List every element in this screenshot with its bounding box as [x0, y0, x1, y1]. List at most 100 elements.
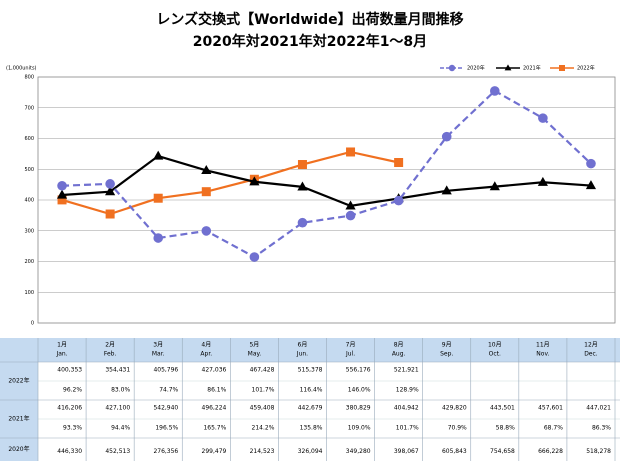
table-value: 427,036 [202, 367, 227, 374]
table-value: 354,431 [105, 367, 130, 374]
marker [345, 210, 356, 221]
table-yoy: 83.0% [111, 387, 130, 394]
y-tick-label: 500 [24, 167, 34, 173]
row-label: 2020年 [8, 445, 29, 453]
column-header: 5月 [249, 342, 259, 349]
marker [394, 158, 404, 168]
column-header: 1月 [57, 342, 67, 349]
column-header: 10月 [488, 342, 502, 349]
marker [105, 209, 115, 219]
column-header: 6月 [298, 342, 308, 349]
row-label: 2022年 [8, 377, 29, 385]
marker [586, 158, 596, 169]
table-value: 380,829 [346, 405, 371, 412]
marker [201, 226, 212, 236]
table-value: 518,278 [586, 448, 611, 455]
marker [441, 131, 452, 142]
row-label: 2021年 [8, 415, 29, 423]
table-yoy: 58.8% [496, 425, 515, 432]
marker [201, 165, 212, 175]
table-value: 398,067 [394, 448, 419, 455]
marker [297, 217, 308, 228]
marker [56, 189, 68, 199]
marker [153, 233, 164, 243]
marker [537, 176, 548, 186]
marker [297, 181, 308, 191]
table-yoy: 101.7% [252, 387, 275, 394]
table-yoy: 165.7% [203, 425, 226, 432]
column-header: 9月 [442, 342, 452, 349]
table-value: 467,428 [250, 367, 275, 374]
table-value: 416,206 [57, 405, 82, 412]
table-value: 556,176 [346, 367, 371, 374]
column-header-en: May. [248, 351, 262, 358]
legend-label: 2022年 [577, 65, 595, 72]
table-header-bg [0, 338, 620, 362]
table-yoy: 101.7% [396, 425, 419, 432]
table-yoy: 86.3% [592, 425, 611, 432]
column-header-en: Sep. [440, 351, 453, 358]
table-value: 404,942 [394, 405, 419, 412]
series-line [61, 154, 592, 208]
marker [538, 113, 548, 123]
table-value: 452,513 [105, 448, 130, 455]
column-header-en: Jul. [345, 351, 355, 358]
y-tick-label: 200 [24, 259, 34, 265]
marker [153, 193, 163, 203]
table-value: 754,658 [490, 448, 515, 455]
column-header-en: Feb. [104, 351, 117, 358]
marker [297, 160, 307, 170]
y-tick-label: 300 [24, 228, 34, 234]
marker [504, 64, 512, 71]
series-line [61, 150, 399, 216]
table-value: 299,479 [202, 448, 227, 455]
table-value: 427,100 [105, 405, 130, 412]
table-yoy: 96.2% [63, 387, 82, 394]
column-header: 4月 [201, 342, 211, 349]
marker [57, 195, 67, 205]
column-header-en: Nov. [536, 351, 549, 358]
marker [201, 187, 211, 197]
marker [393, 195, 404, 206]
table-value: 400,353 [57, 367, 82, 374]
marker [249, 176, 260, 186]
table-value: 443,501 [490, 405, 515, 412]
column-header-en: Mar. [152, 351, 165, 358]
table-yoy: 74.7% [159, 387, 178, 394]
table-value: 447,021 [586, 405, 611, 412]
table-value: 542,940 [153, 405, 178, 412]
y-tick-label: 600 [24, 136, 34, 142]
marker [57, 180, 67, 191]
column-header: 12月 [584, 342, 598, 349]
marker [585, 180, 597, 190]
table-value: 496,224 [202, 405, 227, 412]
column-header: 3月 [153, 342, 163, 349]
column-header: 2月 [105, 342, 115, 349]
legend-label: 2020年 [467, 65, 485, 72]
column-header-en: Aug. [392, 351, 406, 358]
table-value: 605,843 [442, 448, 467, 455]
chart-subtitle: 2020年対2021年対2022年1～8月 [193, 33, 427, 50]
column-header: 7月 [346, 342, 356, 349]
table-value: 442,679 [298, 405, 323, 412]
table-yoy: 86.1% [207, 387, 226, 394]
table-yoy: 70.9% [448, 425, 467, 432]
table-value: 214,523 [250, 448, 275, 455]
table-yoy: 196.5% [155, 425, 178, 432]
y-tick-label: 800 [24, 75, 34, 81]
table-yoy: 109.0% [348, 425, 371, 432]
marker [345, 200, 356, 210]
table-value: 666,228 [538, 448, 563, 455]
marker [441, 185, 452, 195]
column-header-en: Jun. [296, 351, 308, 358]
marker [448, 64, 456, 72]
table-value: 446,330 [57, 448, 82, 455]
y-tick-label: 400 [24, 198, 34, 204]
table-yoy: 146.0% [348, 387, 371, 394]
marker [249, 252, 260, 262]
table-value: 457,601 [538, 405, 563, 412]
y-tick-label: 100 [24, 290, 34, 296]
table-value: 521,921 [394, 367, 419, 374]
table-value: 405,796 [153, 367, 178, 374]
